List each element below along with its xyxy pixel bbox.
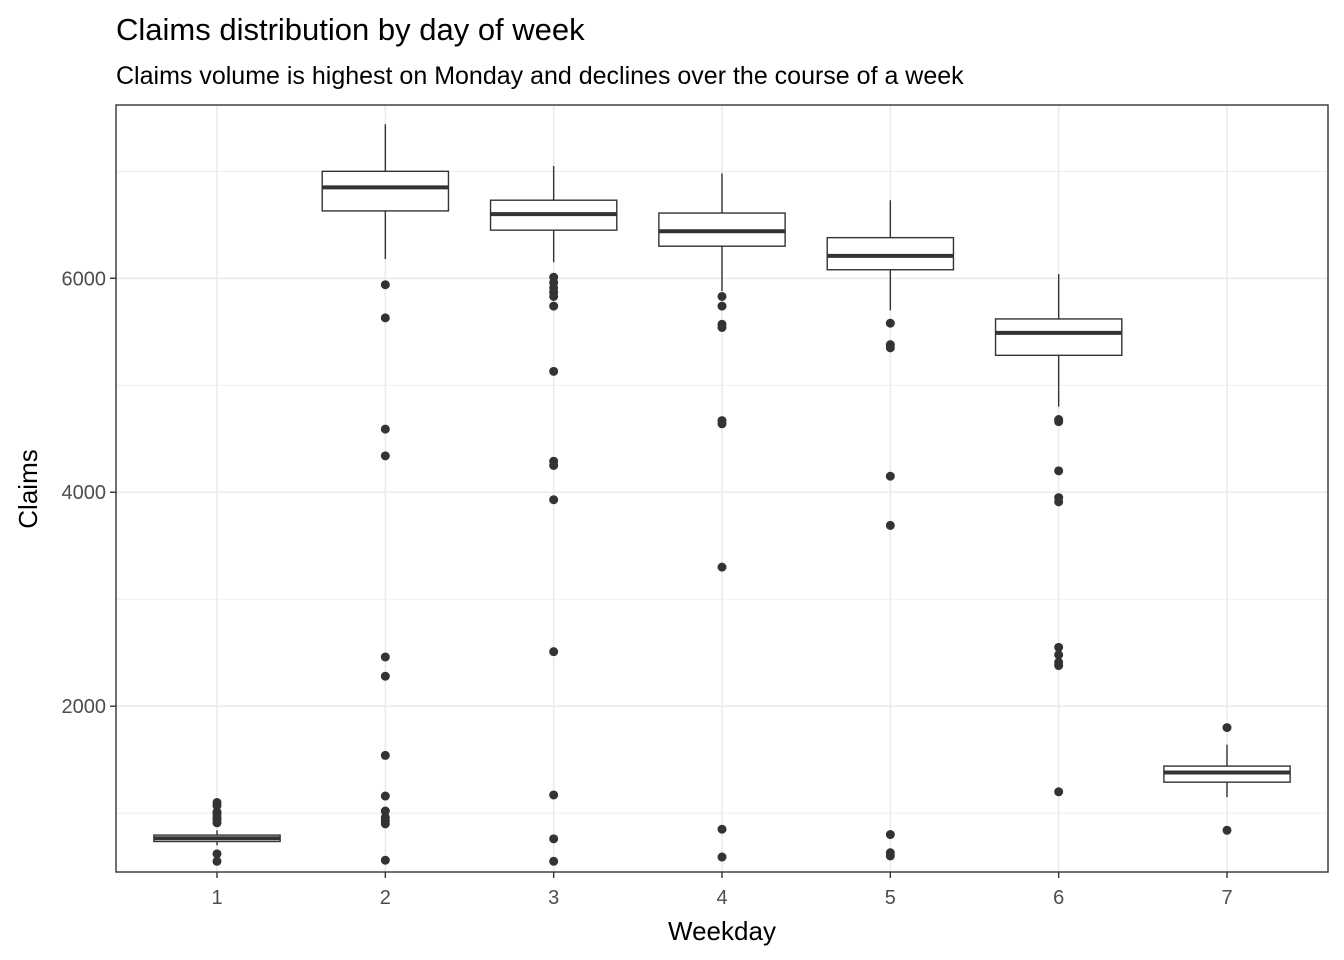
outlier-point	[718, 563, 727, 572]
box	[322, 171, 448, 211]
outlier-point	[549, 495, 558, 504]
outlier-point	[381, 672, 390, 681]
outlier-point	[1054, 661, 1063, 670]
y-tick-label: 4000	[62, 482, 107, 504]
x-axis-title: Weekday	[668, 916, 776, 946]
x-tick-label: 3	[548, 887, 559, 909]
outlier-point	[886, 319, 895, 328]
box-group-1	[154, 798, 280, 866]
outlier-point	[213, 818, 222, 827]
x-tick-label: 2	[380, 887, 391, 909]
chart-subtitle: Claims volume is highest on Monday and d…	[116, 62, 964, 90]
outlier-point	[381, 280, 390, 289]
outlier-point	[886, 472, 895, 481]
x-tick-label: 6	[1053, 887, 1064, 909]
outlier-point	[549, 790, 558, 799]
outlier-point	[381, 819, 390, 828]
outlier-point	[718, 853, 727, 862]
outlier-point	[886, 343, 895, 352]
outlier-point	[549, 647, 558, 656]
outlier-point	[1223, 723, 1232, 732]
box	[996, 319, 1122, 355]
outlier-point	[1054, 787, 1063, 796]
outlier-point	[718, 302, 727, 311]
outlier-point	[718, 419, 727, 428]
y-axis-title: Claims	[13, 449, 43, 528]
outlier-point	[549, 461, 558, 470]
outlier-point	[549, 857, 558, 866]
outlier-point	[213, 857, 222, 866]
outlier-point	[1054, 497, 1063, 506]
y-tick-label: 2000	[62, 696, 107, 718]
outlier-point	[381, 652, 390, 661]
outlier-point	[549, 302, 558, 311]
outlier-point	[381, 792, 390, 801]
outlier-point	[381, 425, 390, 434]
outlier-point	[549, 834, 558, 843]
outlier-point	[886, 851, 895, 860]
outlier-point	[381, 451, 390, 460]
outlier-point	[381, 313, 390, 322]
x-tick-label: 5	[885, 887, 896, 909]
chart-title: Claims distribution by day of week	[116, 12, 585, 47]
x-tick-label: 7	[1221, 887, 1232, 909]
outlier-point	[1054, 466, 1063, 475]
outlier-point	[718, 292, 727, 301]
outlier-point	[718, 825, 727, 834]
outlier-point	[381, 856, 390, 865]
outlier-point	[549, 367, 558, 376]
x-tick-label: 4	[716, 887, 727, 909]
outlier-point	[886, 521, 895, 530]
outlier-point	[1223, 826, 1232, 835]
x-tick-label: 1	[211, 887, 222, 909]
outlier-point	[886, 830, 895, 839]
outlier-point	[1054, 417, 1063, 426]
outlier-point	[381, 751, 390, 760]
box	[827, 238, 953, 270]
outlier-point	[549, 292, 558, 301]
outlier-point	[718, 323, 727, 332]
y-tick-label: 6000	[62, 268, 107, 290]
